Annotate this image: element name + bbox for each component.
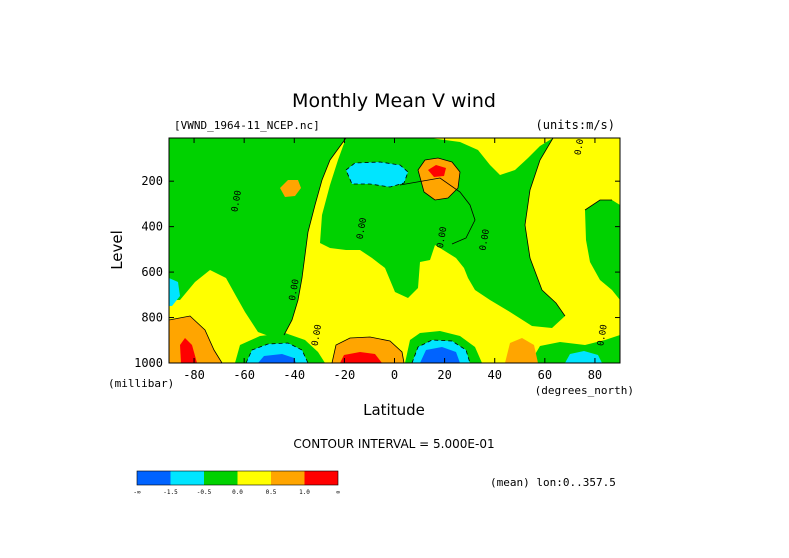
chart-title: Monthly Mean V wind xyxy=(292,90,496,112)
legend-swatch xyxy=(304,471,338,485)
y-unit-label: (millibar) xyxy=(108,377,174,390)
x-tick-label: 20 xyxy=(437,368,451,382)
y-tick-label: 600 xyxy=(141,265,163,279)
contour-label: 0.00 xyxy=(574,133,588,156)
contour-label: 0.00 xyxy=(288,278,302,301)
legend-border xyxy=(136,470,339,486)
x-axis-ticks: -80 -60 -40 -20 0 20 40 60 80 xyxy=(183,138,602,382)
legend-swatch xyxy=(271,471,305,485)
region-red-left xyxy=(180,338,197,363)
dataset-label: [VWND_1964-11_NCEP.nc] xyxy=(174,119,320,132)
legend-label: 1.0 xyxy=(299,489,310,496)
contour-lines-dashed xyxy=(245,161,471,363)
contour-lines xyxy=(169,138,612,363)
contour-interval-text: CONTOUR INTERVAL = 5.000E-01 xyxy=(293,437,494,451)
region-cyan-bottom-right xyxy=(565,351,602,363)
legend-swatch xyxy=(170,471,204,485)
contour-label-layer: 0.00 0.00 0.00 0.00 0.00 0.00 0.00 0.00 xyxy=(230,133,610,347)
plot-area: 0.00 0.00 0.00 0.00 0.00 0.00 0.00 0.00 xyxy=(169,133,620,363)
legend-label: 0.0 xyxy=(232,489,243,496)
legend-swatch xyxy=(237,471,271,485)
legend-label: 0.5 xyxy=(266,489,277,496)
y-axis-ticks: 200 400 600 800 1000 xyxy=(134,174,620,370)
contour-label: 0.00 xyxy=(230,190,244,213)
x-axis-title: Latitude xyxy=(363,401,425,419)
x-tick-label: -60 xyxy=(233,368,255,382)
color-legend: -∞ -1.5 -0.5 0.0 0.5 1.0 ∞ xyxy=(133,470,340,496)
region-red-upper-center xyxy=(428,165,446,177)
y-tick-label: 1000 xyxy=(134,356,163,370)
region-green-upper-center xyxy=(400,178,475,244)
x-tick-label: 60 xyxy=(538,368,552,382)
contour-label: 0.00 xyxy=(436,226,450,249)
region-red-bottom-center xyxy=(340,352,382,363)
region-green-left xyxy=(169,138,346,338)
contour-label: 0.00 xyxy=(478,228,492,251)
x-tick-label: 0 xyxy=(391,368,398,382)
contour-label: 0.00 xyxy=(311,324,325,347)
y-tick-label: 800 xyxy=(141,311,163,325)
y-tick-label: 200 xyxy=(141,174,163,188)
x-tick-label: -20 xyxy=(334,368,356,382)
contour-label: 0.00 xyxy=(596,324,610,347)
region-green-right xyxy=(585,200,620,300)
legend-swatch xyxy=(137,471,171,485)
x-tick-label: -80 xyxy=(183,368,205,382)
region-orange-upper-center xyxy=(418,158,460,200)
region-blue-bottom-center xyxy=(420,347,460,363)
region-blue-bottom-left xyxy=(258,354,296,363)
x-unit-label: (degrees_north) xyxy=(535,384,634,397)
legend-label: ∞ xyxy=(336,489,340,496)
contour-label: 0.00 xyxy=(356,217,370,240)
region-cyan-upper xyxy=(346,162,408,187)
region-orange-bottom-right xyxy=(505,338,538,363)
legend-label: -0.5 xyxy=(197,489,212,496)
legend-swatch xyxy=(204,471,238,485)
x-tick-label: 40 xyxy=(487,368,501,382)
region-cyan-left xyxy=(169,278,180,306)
mean-text: (mean) lon:0..357.5 xyxy=(490,476,616,489)
legend-label: -1.5 xyxy=(163,489,178,496)
x-tick-label: -40 xyxy=(283,368,305,382)
y-axis-title: Level xyxy=(108,230,126,270)
y-tick-label: 400 xyxy=(141,220,163,234)
units-label: (units:m/s) xyxy=(536,118,615,132)
legend-label: -∞ xyxy=(133,489,141,496)
x-tick-label: 80 xyxy=(588,368,602,382)
region-orange-upper-left xyxy=(280,180,301,197)
